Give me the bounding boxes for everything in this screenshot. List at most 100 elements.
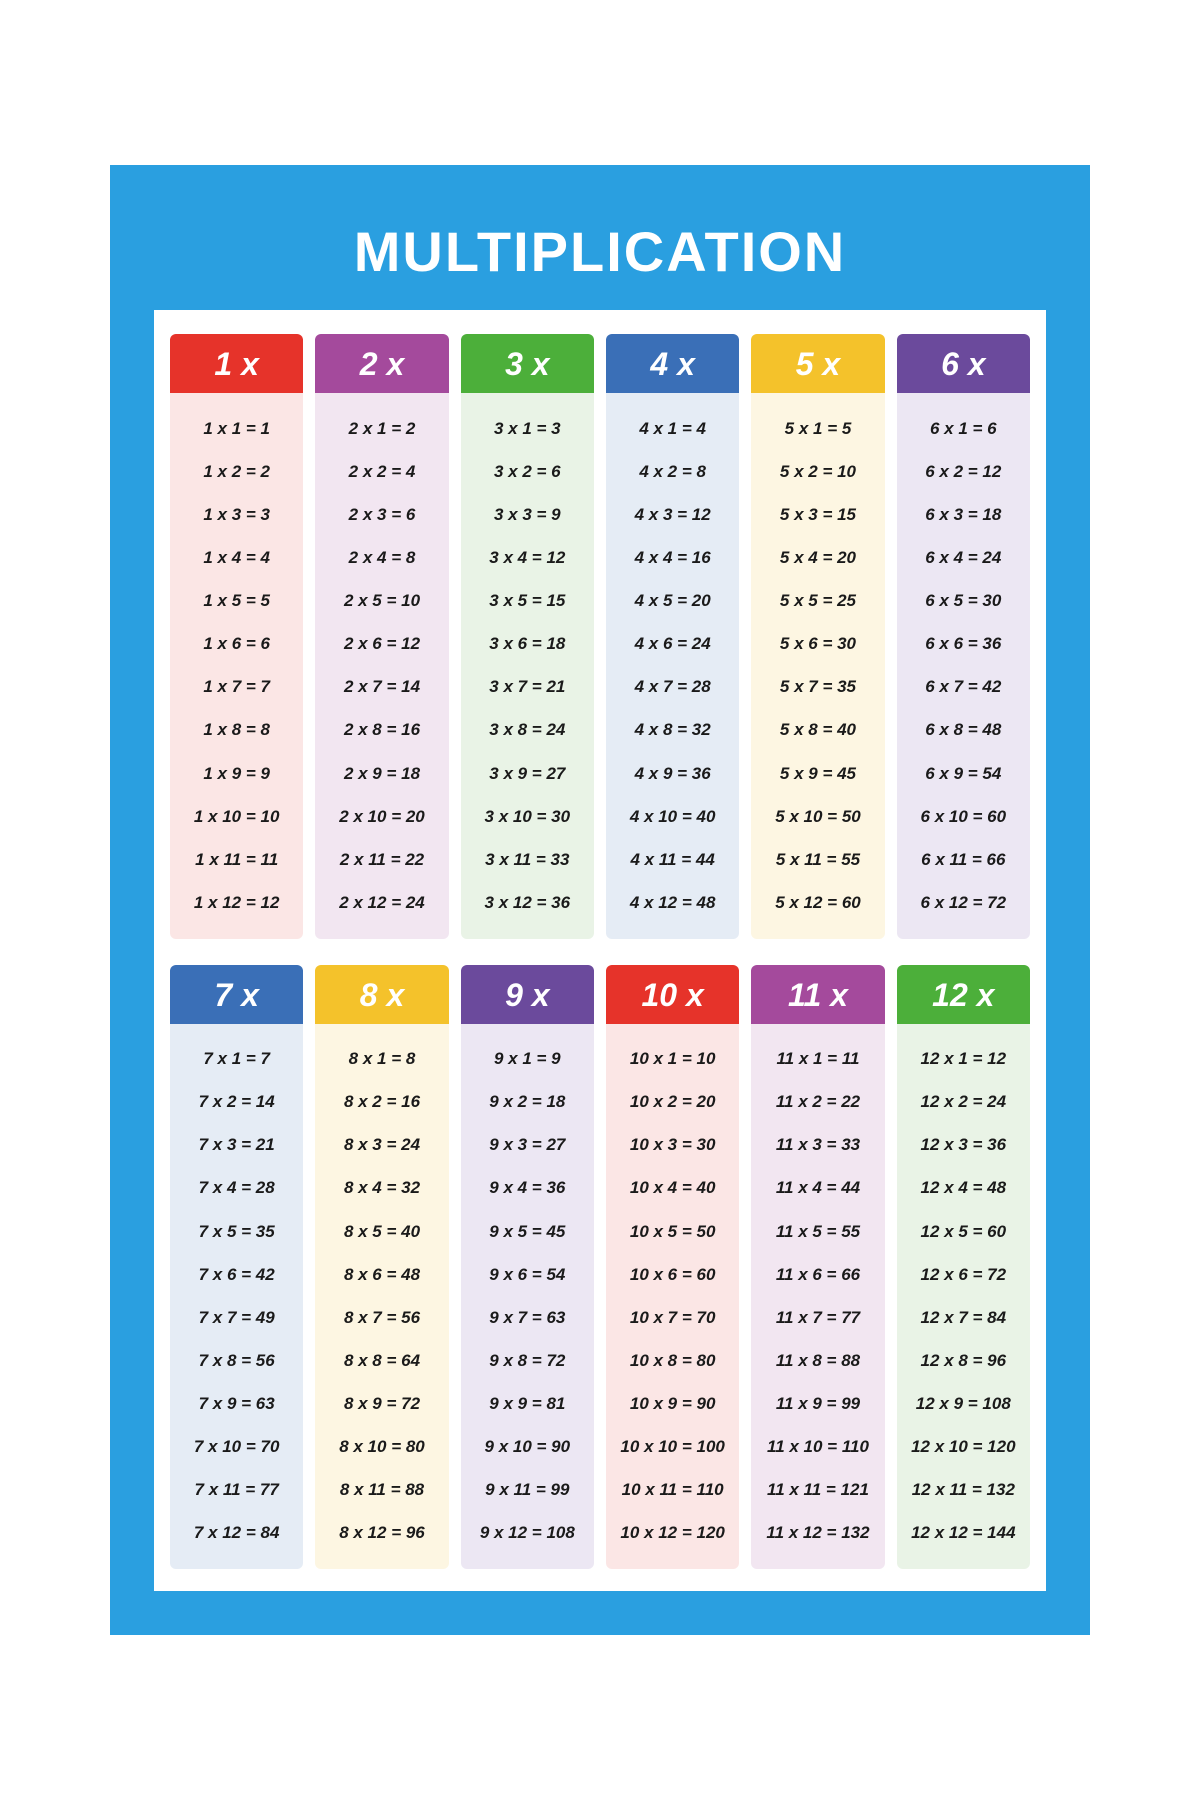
table-body-8: 8 x 1 = 8 8 x 2 = 16 8 x 3 = 24 8 x 4 = 32 8…: [315, 1024, 448, 1570]
equation: 7 x 2 = 14: [170, 1092, 303, 1112]
equation: 10 x 8 = 80: [606, 1351, 739, 1371]
equation: 7 x 9 = 63: [170, 1394, 303, 1414]
tables-panel: 1 x1 x 1 = 11 x 2 = 21 x 3 = 31 x 4 = 41…: [154, 310, 1046, 1591]
equation: 2 x 7 = 14: [315, 677, 448, 697]
equation: 6 x 7 = 42: [897, 677, 1030, 697]
equation: 9 x 10 = 90: [461, 1437, 594, 1457]
equation: 11 x 12 = 132: [751, 1523, 884, 1543]
equation: 1 x 5 = 5: [170, 591, 303, 611]
equation: 3 x 5 = 15: [461, 591, 594, 611]
equation: 6 x 2 = 12: [897, 462, 1030, 482]
equation: 8 x 4 = 32: [315, 1178, 448, 1198]
table-header-1: 1 x: [170, 334, 303, 393]
equation: 12 x 9 = 108: [897, 1394, 1030, 1414]
table-body-10: 10 x 1 = 10 10 x 2 = 20 10 x 3 = 30 10 x 4 …: [606, 1024, 739, 1570]
equation: 6 x 6 = 36: [897, 634, 1030, 654]
table-column-11: 11 x11 x 1 = 1111 x 2 = 2211 x 3 = 3311 …: [751, 965, 884, 1570]
table-column-10: 10 x10 x 1 = 1010 x 2 = 2010 x 3 = 3010 …: [606, 965, 739, 1570]
multiplication-poster: MULTIPLICATION 1 x1 x 1 = 11 x 2 = 21 x …: [110, 165, 1090, 1635]
equation: 7 x 10 = 70: [170, 1437, 303, 1457]
equation: 5 x 10 = 50: [751, 807, 884, 827]
table-body-6: 6 x 1 = 6 6 x 2 = 12 6 x 3 = 18 6 x 4 = 24 6…: [897, 393, 1030, 939]
equation: 3 x 9 = 27: [461, 764, 594, 784]
equation: 9 x 7 = 63: [461, 1308, 594, 1328]
equation: 11 x 2 = 22: [751, 1092, 884, 1112]
table-header-10: 10 x: [606, 965, 739, 1024]
equation: 5 x 7 = 35: [751, 677, 884, 697]
equation: 10 x 11 = 110: [606, 1480, 739, 1500]
equation: 12 x 3 = 36: [897, 1135, 1030, 1155]
equation: 5 x 11 = 55: [751, 850, 884, 870]
equation: 4 x 6 = 24: [606, 634, 739, 654]
equation: 5 x 1 = 5: [751, 419, 884, 439]
equation: 8 x 2 = 16: [315, 1092, 448, 1112]
equation: 5 x 9 = 45: [751, 764, 884, 784]
equation: 10 x 7 = 70: [606, 1308, 739, 1328]
equation: 4 x 8 = 32: [606, 720, 739, 740]
equation: 6 x 8 = 48: [897, 720, 1030, 740]
equation: 10 x 12 = 120: [606, 1523, 739, 1543]
equation: 4 x 11 = 44: [606, 850, 739, 870]
table-body-4: 4 x 1 = 44 x 2 = 84 x 3 = 124 x 4 = 164 …: [606, 393, 739, 939]
equation: 10 x 1 = 10: [606, 1049, 739, 1069]
equation: 7 x 5 = 35: [170, 1222, 303, 1242]
equation: 6 x 9 = 54: [897, 764, 1030, 784]
equation: 8 x 12 = 96: [315, 1523, 448, 1543]
table-column-2: 2 x2 x 1 = 22 x 2 = 42 x 3 = 62 x 4 = 82…: [315, 334, 448, 939]
equation: 6 x 10 = 60: [897, 807, 1030, 827]
equation: 6 x 5 = 30: [897, 591, 1030, 611]
equation: 7 x 7 = 49: [170, 1308, 303, 1328]
equation: 4 x 12 = 48: [606, 893, 739, 913]
table-column-1: 1 x1 x 1 = 11 x 2 = 21 x 3 = 31 x 4 = 41…: [170, 334, 303, 939]
equation: 11 x 5 = 55: [751, 1222, 884, 1242]
equation: 4 x 3 = 12: [606, 505, 739, 525]
equation: 9 x 5 = 45: [461, 1222, 594, 1242]
equation: 1 x 1 = 1: [170, 419, 303, 439]
equation: 8 x 3 = 24: [315, 1135, 448, 1155]
table-column-12: 12 x12 x 1 = 1212 x 2 = 2412 x 3 = 3612 …: [897, 965, 1030, 1570]
table-header-3: 3 x: [461, 334, 594, 393]
equation: 9 x 11 = 99: [461, 1480, 594, 1500]
table-column-6: 6 x6 x 1 = 66 x 2 = 126 x 3 = 186 x 4 = …: [897, 334, 1030, 939]
equation: 11 x 11 = 121: [751, 1480, 884, 1500]
equation: 5 x 8 = 40: [751, 720, 884, 740]
equation: 5 x 12 = 60: [751, 893, 884, 913]
equation: 6 x 1 = 6: [897, 419, 1030, 439]
equation: 4 x 10 = 40: [606, 807, 739, 827]
table-column-9: 9 x9 x 1 = 99 x 2 = 189 x 3 = 279 x 4 = …: [461, 965, 594, 1570]
equation: 10 x 6 = 60: [606, 1265, 739, 1285]
table-body-12: 12 x 1 = 1212 x 2 = 2412 x 3 = 3612 x 4 …: [897, 1024, 1030, 1570]
equation: 10 x 9 = 90: [606, 1394, 739, 1414]
equation: 4 x 1 = 4: [606, 419, 739, 439]
equation: 11 x 7 = 77: [751, 1308, 884, 1328]
equation: 2 x 8 = 16: [315, 720, 448, 740]
equation: 2 x 10 = 20: [315, 807, 448, 827]
equation: 7 x 11 = 77: [170, 1480, 303, 1500]
equation: 5 x 6 = 30: [751, 634, 884, 654]
equation: 3 x 2 = 6: [461, 462, 594, 482]
equation: 10 x 3 = 30: [606, 1135, 739, 1155]
equation: 4 x 2 = 8: [606, 462, 739, 482]
table-body-11: 11 x 1 = 1111 x 2 = 2211 x 3 = 3311 x 4 …: [751, 1024, 884, 1570]
equation: 7 x 6 = 42: [170, 1265, 303, 1285]
table-header-4: 4 x: [606, 334, 739, 393]
equation: 6 x 3 = 18: [897, 505, 1030, 525]
table-header-5: 5 x: [751, 334, 884, 393]
equation: 3 x 6 = 18: [461, 634, 594, 654]
equation: 3 x 1 = 3: [461, 419, 594, 439]
equation: 9 x 3 = 27: [461, 1135, 594, 1155]
equation: 8 x 5 = 40: [315, 1222, 448, 1242]
equation: 5 x 5 = 25: [751, 591, 884, 611]
equation: 6 x 4 = 24: [897, 548, 1030, 568]
equation: 12 x 4 = 48: [897, 1178, 1030, 1198]
equation: 10 x 4 = 40: [606, 1178, 739, 1198]
equation: 3 x 4 = 12: [461, 548, 594, 568]
table-body-1: 1 x 1 = 11 x 2 = 21 x 3 = 31 x 4 = 41 x …: [170, 393, 303, 939]
equation: 11 x 6 = 66: [751, 1265, 884, 1285]
table-body-5: 5 x 1 = 55 x 2 = 105 x 3 = 155 x 4 = 205…: [751, 393, 884, 939]
equation: 8 x 1 = 8: [315, 1049, 448, 1069]
equation: 10 x 2 = 20: [606, 1092, 739, 1112]
table-header-2: 2 x: [315, 334, 448, 393]
equation: 7 x 8 = 56: [170, 1351, 303, 1371]
table-body-7: 7 x 1 = 77 x 2 = 147 x 3 = 217 x 4 = 287…: [170, 1024, 303, 1570]
